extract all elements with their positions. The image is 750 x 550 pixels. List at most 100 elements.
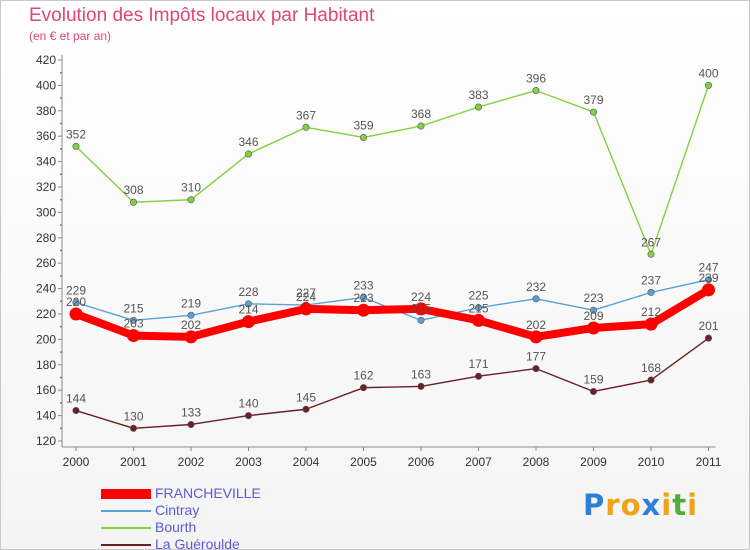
x-tick-label: 2005 — [350, 455, 377, 469]
data-point[interactable] — [299, 302, 313, 316]
data-label: 159 — [583, 372, 603, 386]
y-tick-label: 260 — [36, 256, 56, 270]
data-label: 352 — [66, 127, 86, 141]
data-point[interactable] — [245, 300, 253, 308]
data-label: 162 — [353, 369, 373, 383]
y-tick-label: 140 — [36, 409, 56, 423]
y-tick-label: 280 — [36, 231, 56, 245]
data-point[interactable] — [647, 288, 655, 296]
data-point[interactable] — [589, 306, 597, 314]
data-point[interactable] — [69, 307, 83, 321]
data-label: 163 — [411, 367, 431, 381]
legend-label: Bourth — [155, 519, 197, 535]
logo-letter: x — [641, 488, 662, 522]
data-label: 224 — [411, 290, 431, 304]
data-point[interactable] — [417, 316, 425, 324]
data-point[interactable] — [532, 295, 540, 303]
data-label: 130 — [123, 409, 143, 423]
series-line-cintray — [75, 279, 710, 322]
data-point[interactable] — [72, 407, 80, 415]
data-point[interactable] — [474, 304, 482, 312]
data-point[interactable] — [704, 276, 712, 284]
y-tick-label: 360 — [36, 129, 56, 143]
data-point[interactable] — [704, 334, 712, 342]
data-point[interactable] — [589, 387, 597, 395]
y-tick-label: 120 — [36, 434, 56, 448]
data-label: 232 — [526, 280, 546, 294]
data-point[interactable] — [72, 299, 80, 307]
data-point[interactable] — [359, 133, 367, 141]
data-label: 168 — [641, 361, 661, 375]
data-label: 209 — [583, 309, 603, 323]
y-tick-label: 300 — [36, 205, 56, 219]
data-point[interactable] — [242, 315, 255, 329]
data-point[interactable] — [589, 108, 597, 116]
data-point[interactable] — [72, 142, 80, 150]
data-point[interactable] — [529, 330, 543, 344]
data-point[interactable] — [130, 198, 138, 206]
data-point[interactable] — [417, 382, 425, 390]
data-point[interactable] — [187, 311, 195, 319]
legend-label: FRANCHEVILLE — [155, 485, 261, 501]
data-point[interactable] — [647, 376, 655, 384]
data-label: 214 — [238, 303, 258, 317]
y-tick-label: 400 — [36, 78, 56, 92]
data-point[interactable] — [532, 365, 540, 373]
x-tick-label: 2001 — [120, 455, 147, 469]
logo-letter: t — [672, 488, 688, 522]
data-point[interactable] — [474, 372, 482, 380]
data-point[interactable] — [245, 412, 253, 420]
proxiti-logo[interactable]: Proxiti — [583, 488, 698, 522]
y-tick-label: 220 — [36, 307, 56, 321]
data-point[interactable] — [647, 250, 655, 258]
data-point[interactable] — [302, 405, 310, 413]
data-point[interactable] — [130, 316, 138, 324]
data-label: 220 — [66, 295, 86, 309]
data-label: 219 — [181, 296, 201, 310]
data-label: 368 — [411, 107, 431, 121]
data-label: 396 — [526, 71, 546, 85]
data-point[interactable] — [704, 81, 712, 89]
data-point[interactable] — [359, 293, 367, 301]
data-point[interactable] — [127, 329, 140, 343]
legend-label: Cintray — [155, 502, 200, 518]
data-point[interactable] — [417, 122, 425, 130]
data-point[interactable] — [644, 317, 658, 331]
y-tick-label: 240 — [36, 282, 56, 296]
data-label: 228 — [238, 285, 258, 299]
data-label: 201 — [698, 319, 718, 333]
data-point[interactable] — [357, 303, 370, 317]
legend-swatch — [101, 489, 151, 499]
data-point[interactable] — [130, 424, 138, 432]
data-label: 239 — [698, 271, 718, 285]
data-label: 223 — [353, 291, 373, 305]
data-point[interactable] — [359, 384, 367, 392]
x-tick-label: 2010 — [638, 455, 665, 469]
data-label: 203 — [123, 317, 143, 331]
data-point[interactable] — [245, 150, 253, 158]
data-label: 229 — [66, 284, 86, 298]
data-label: 359 — [353, 118, 373, 132]
data-point[interactable] — [184, 330, 198, 344]
x-tick-label: 2003 — [235, 455, 262, 469]
data-label: 237 — [641, 273, 661, 287]
y-tick-label: 200 — [36, 332, 56, 346]
data-label: 202 — [181, 318, 201, 332]
data-point[interactable] — [302, 123, 310, 131]
legend-label: La Guéroulde — [155, 536, 240, 550]
data-label: 233 — [353, 278, 373, 292]
data-point[interactable] — [532, 86, 540, 94]
data-label: 171 — [468, 357, 488, 371]
y-tick-label: 180 — [36, 358, 56, 372]
data-point[interactable] — [187, 196, 195, 204]
x-tick-label: 2007 — [465, 455, 492, 469]
data-point[interactable] — [472, 313, 485, 327]
data-point[interactable] — [414, 302, 428, 316]
data-point[interactable] — [587, 321, 600, 335]
data-point[interactable] — [702, 283, 715, 297]
data-point[interactable] — [474, 103, 482, 111]
data-label: 367 — [296, 108, 316, 122]
data-label: 400 — [698, 66, 718, 80]
data-point[interactable] — [187, 420, 195, 428]
